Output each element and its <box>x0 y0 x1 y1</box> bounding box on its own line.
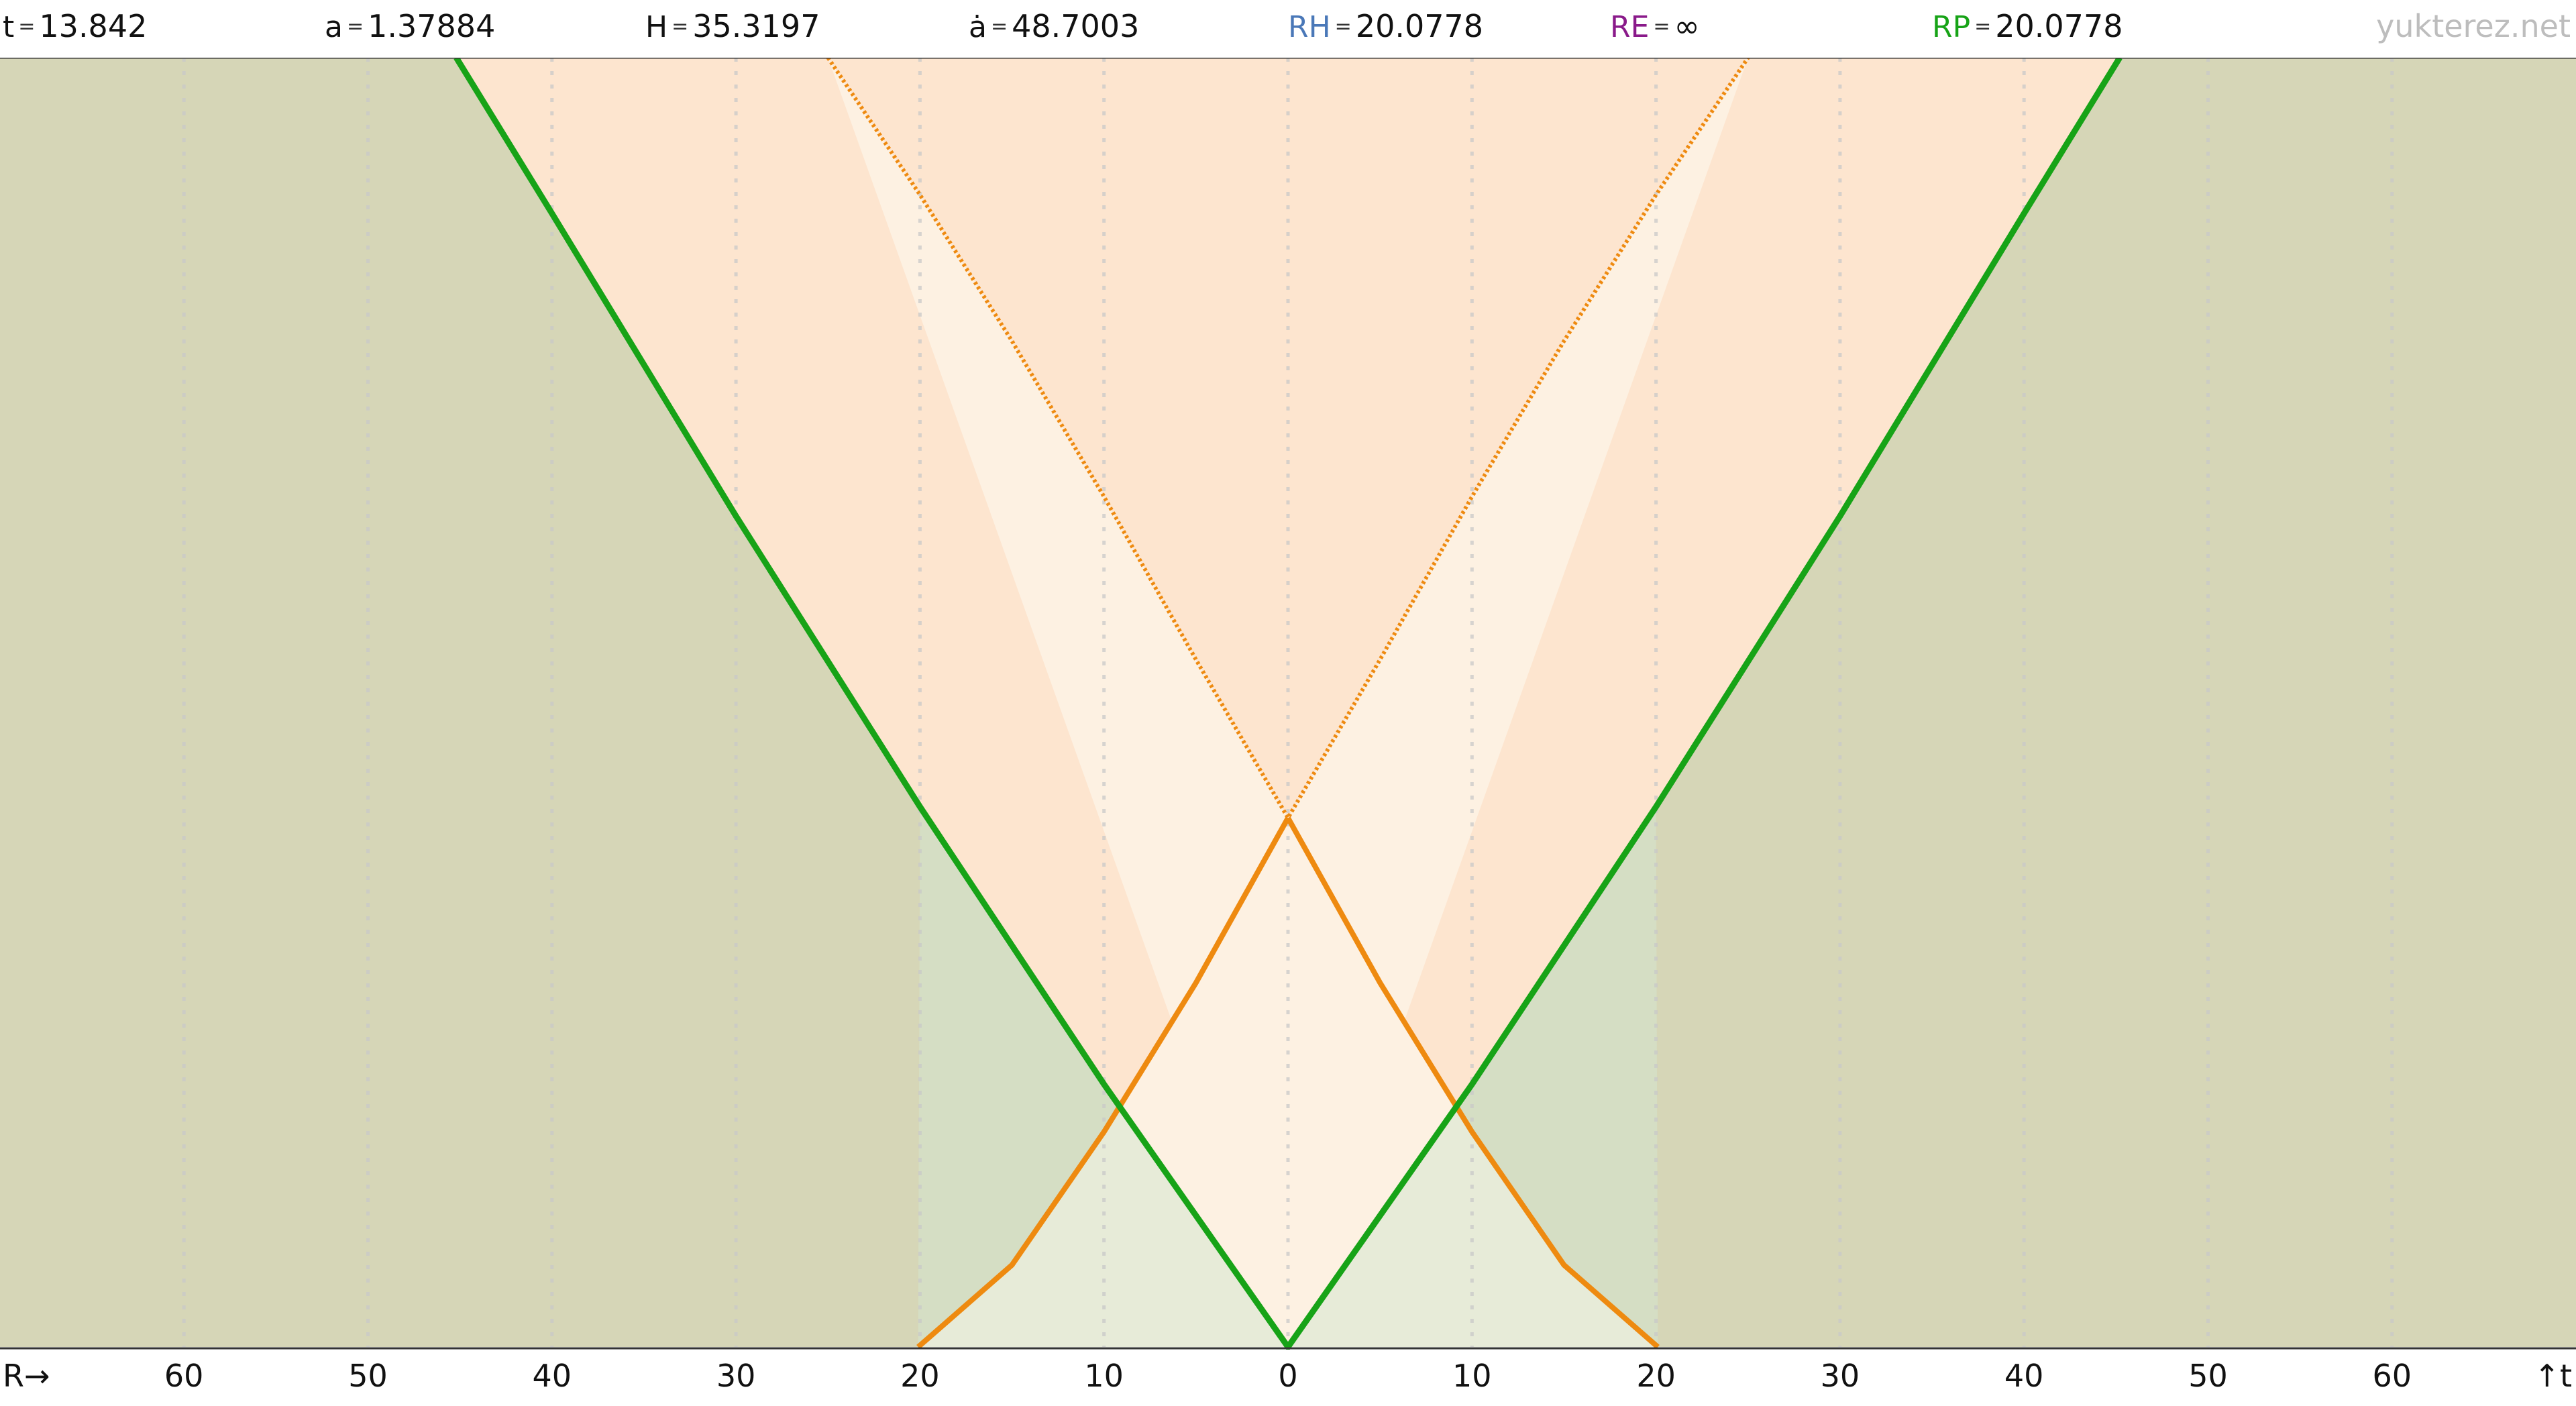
status-bar: t = 13.842 a = 1.37884 H = 35.3197 ȧ = 48.7003 RH = 20… <box>0 0 2576 58</box>
x-axis: R→ 60 50 40 30 20 10 0 10 20 30 40 50 60 ↑t <box>0 1350 2576 1406</box>
equals-sign: = <box>1974 15 1992 38</box>
stat-label: RE <box>1610 10 1650 44</box>
equals-sign: = <box>18 15 36 38</box>
x-tick-label: 40 <box>2004 1358 2044 1394</box>
x-tick-label: 60 <box>2372 1358 2412 1394</box>
stat-h: H = 35.3197 <box>645 8 820 44</box>
x-tick-label: 20 <box>1636 1358 1676 1394</box>
x-tick-label: 30 <box>1820 1358 1860 1394</box>
rh-right-curve <box>1285 816 1660 1350</box>
equals-sign: = <box>346 15 364 38</box>
equals-sign: = <box>1653 15 1670 38</box>
equals-sign: = <box>672 15 689 38</box>
rh-left-curve <box>916 816 1291 1350</box>
stat--dot: ȧ = 48.7003 <box>969 8 1139 44</box>
rh-dotted-curve <box>826 56 1750 822</box>
x-tick-label: 10 <box>1084 1358 1124 1394</box>
x-tick-label: 50 <box>348 1358 388 1394</box>
stat-label: a <box>325 10 343 44</box>
x-tick-label: 20 <box>900 1358 940 1394</box>
x-tick-label: 60 <box>164 1358 204 1394</box>
stat-value: 13.842 <box>39 8 148 44</box>
x-axis-label: R→ <box>3 1358 50 1394</box>
stat-value: 20.0778 <box>1995 8 2123 44</box>
stat-value: ∞ <box>1674 8 1700 44</box>
y-axis-label: ↑t <box>2534 1358 2572 1394</box>
stat-label: ȧ <box>969 10 987 44</box>
stat-label: t <box>3 10 15 44</box>
stat-label: RP <box>1932 10 1971 44</box>
equals-sign: = <box>990 15 1008 38</box>
stat-rp: RP = 20.0778 <box>1932 8 2123 44</box>
stat-value: 48.7003 <box>1012 8 1140 44</box>
stat-t: t = 13.842 <box>3 8 147 44</box>
equals-sign: = <box>1334 15 1352 38</box>
stat-a: a = 1.37884 <box>325 8 495 44</box>
stat-re: RE = ∞ <box>1610 8 1700 44</box>
x-tick-label: 40 <box>532 1358 572 1394</box>
rp-curve <box>453 56 2123 1352</box>
stat-label: H <box>645 10 668 44</box>
x-tick-label: 50 <box>2188 1358 2228 1394</box>
stat-value: 35.3197 <box>692 8 820 44</box>
stat-rh: RH = 20.0778 <box>1288 8 1483 44</box>
stat-value: 1.37884 <box>368 8 496 44</box>
x-tick-label: 0 <box>1278 1358 1298 1394</box>
watermark: yukterez.net <box>2376 8 2571 44</box>
stat-value: 20.0778 <box>1355 8 1484 44</box>
x-tick-label: 10 <box>1452 1358 1492 1394</box>
x-tick-label: 30 <box>716 1358 756 1394</box>
stat-label: RH <box>1288 10 1331 44</box>
